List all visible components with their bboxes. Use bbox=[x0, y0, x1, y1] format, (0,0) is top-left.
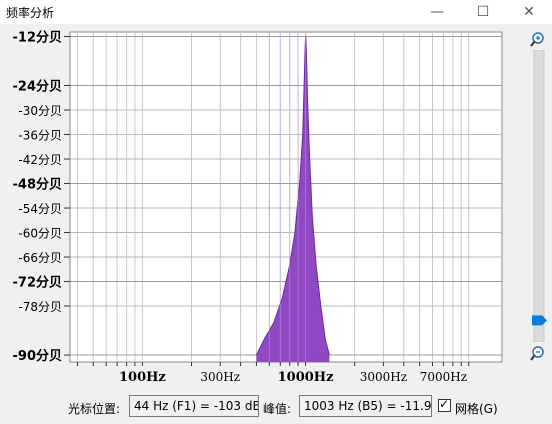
maximize-button[interactable]: ☐ bbox=[476, 4, 490, 20]
x-tick-label: 1000Hz bbox=[278, 370, 334, 385]
y-tick-label: -66分贝 bbox=[18, 251, 62, 265]
y-tick-label: -12分贝 bbox=[13, 29, 63, 45]
status-bar: 光标位置: 44 Hz (F1) = -103 dB 峰值: 1003 Hz (… bbox=[0, 390, 552, 424]
x-tick-label: 7000Hz bbox=[420, 370, 467, 384]
y-tick-label: -78分贝 bbox=[18, 300, 62, 314]
y-tick-label: -54分贝 bbox=[18, 202, 62, 216]
minimize-button[interactable]: — bbox=[430, 4, 444, 20]
grid-checkbox-label[interactable]: 网格(G) bbox=[455, 402, 498, 416]
cursor-position-field[interactable]: 44 Hz (F1) = -103 dB bbox=[129, 395, 259, 417]
peak-value-field[interactable]: 1003 Hz (B5) = -11.9 dB bbox=[299, 395, 432, 417]
y-tick-label: -72分贝 bbox=[13, 275, 63, 291]
y-tick-label: -60分贝 bbox=[18, 227, 62, 241]
x-axis-labels: 100Hz 1000Hz 300Hz 3000Hz 7000Hz bbox=[76, 362, 470, 385]
x-tick-label: 300Hz bbox=[200, 370, 240, 384]
x-tick-label: 100Hz bbox=[119, 370, 166, 385]
y-tick-label: -90分贝 bbox=[13, 348, 63, 364]
title-bar: 频率分析 — ☐ ✕ bbox=[0, 0, 552, 24]
close-button[interactable]: ✕ bbox=[523, 4, 535, 20]
grid-checkbox[interactable]: ✓ bbox=[438, 397, 451, 412]
window-title: 频率分析 bbox=[6, 6, 55, 20]
cursor-position-label: 光标位置: bbox=[68, 402, 121, 416]
y-tick-label: -36分贝 bbox=[18, 129, 62, 143]
y-tick-label: -42分贝 bbox=[18, 153, 62, 167]
zoom-in-button[interactable] bbox=[529, 31, 547, 49]
spectrum-area bbox=[256, 36, 330, 362]
y-axis-labels: -12分贝 -24分贝 -48分贝 -72分贝 -90分贝 -30分贝 -36分贝 -42分贝… bbox=[13, 29, 70, 364]
checkmark-icon: ✓ bbox=[439, 397, 450, 411]
zoom-out-icon bbox=[530, 346, 544, 361]
zoom-scrollbar-graphic bbox=[532, 49, 547, 343]
peak-label: 峰值: bbox=[263, 402, 292, 416]
x-tick-label: 3000Hz bbox=[360, 370, 407, 384]
y-tick-label: -24分贝 bbox=[13, 79, 63, 95]
y-tick-label: -48分贝 bbox=[13, 177, 63, 193]
zoom-out-button[interactable] bbox=[529, 345, 547, 363]
zoom-slider-thumb[interactable] bbox=[532, 315, 547, 326]
grid-lines bbox=[70, 32, 502, 362]
zoom-scrollbar[interactable] bbox=[530, 49, 548, 343]
spectrum-chart[interactable]: -12分贝 -24分贝 -48分贝 -72分贝 -90分贝 -30分贝 -36分贝 -42分贝… bbox=[0, 24, 552, 390]
zoom-in-icon bbox=[530, 32, 544, 47]
y-tick-label: -30分贝 bbox=[18, 104, 62, 118]
